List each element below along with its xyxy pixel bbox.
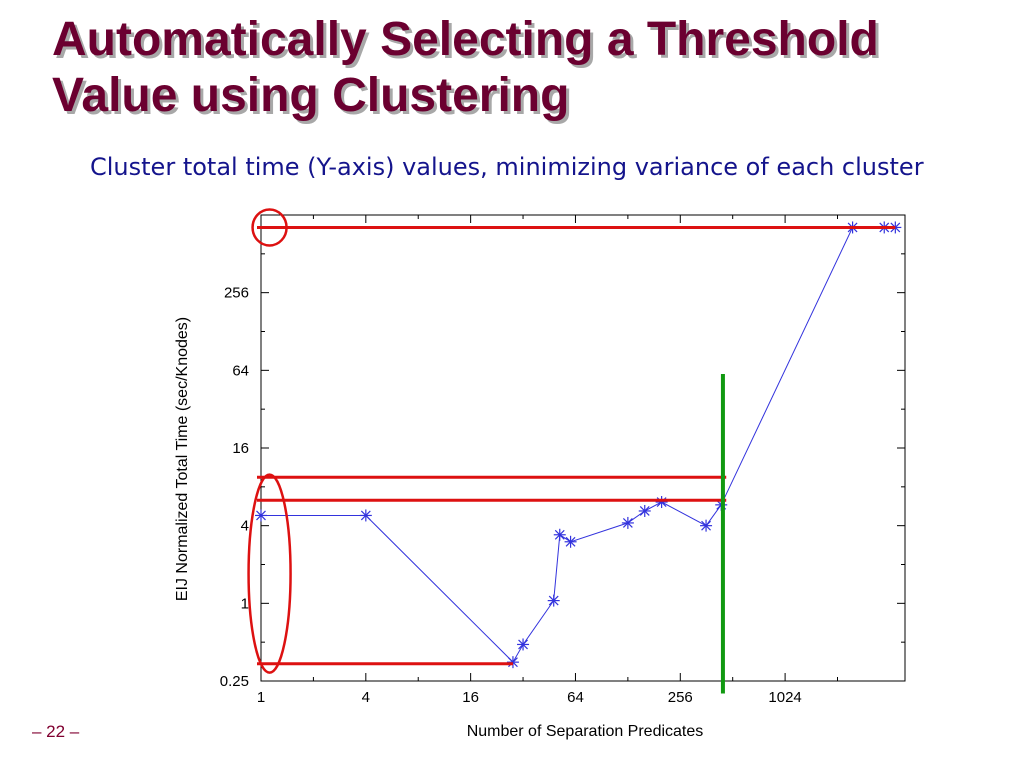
series-line [261,226,896,663]
y-tick-label: 16 [232,440,249,457]
x-tick-label: 64 [567,689,584,706]
data-point [359,509,372,522]
data-point [564,535,577,548]
slide-title: Automatically Selecting a Threshold Valu… [52,13,879,122]
y-tick-label: 4 [241,518,249,535]
x-tick-label: 1024 [768,689,801,706]
y-tick-label: 256 [224,285,249,302]
x-tick-label: 1 [257,689,265,706]
data-point [621,516,634,529]
data-point [506,656,519,669]
y-axis-label: EIJ Normalized Total Time (sec/Knodes) [174,317,191,601]
data-point [638,504,651,517]
highlight-ellipse [251,208,288,247]
plot-frame [260,214,906,682]
highlight-ellipse [247,473,292,674]
y-tick-label: 64 [232,362,249,379]
data-point [517,638,530,651]
data-series [255,221,902,669]
data-point [255,509,267,522]
annotations [247,208,896,694]
data-point [553,528,566,541]
page-number: – 22 – [32,722,80,741]
slide-subtitle: Cluster total time (Y-axis) values, mini… [90,153,924,181]
data-point [655,496,668,509]
y-tick-label: 1 [241,595,249,612]
x-tick-label: 256 [668,689,693,706]
y-tick-label: 0.25 [220,673,249,690]
data-point [547,594,560,607]
x-tick-label: 4 [362,689,370,706]
plot-area [260,214,906,682]
data-point [700,519,713,532]
x-tick-label: 16 [462,689,479,706]
x-axis-label: Number of Separation Predicates [467,723,704,740]
axis-ticks: 1 4 16 64 256 1024 0.25 1 4 16 64 256 [220,215,905,706]
